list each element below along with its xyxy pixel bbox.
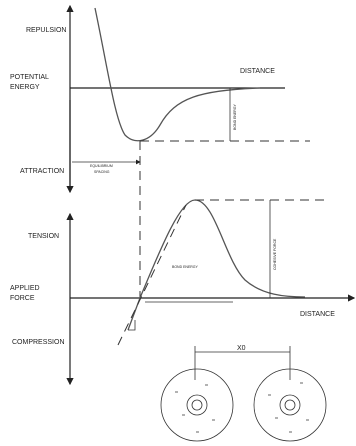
label: ATTRACTION xyxy=(20,168,64,175)
label: BOND ENERGY xyxy=(172,265,199,269)
nucleus xyxy=(280,395,300,415)
label: COHESIVE FORCE xyxy=(273,238,277,270)
label: APPLIED xyxy=(10,285,40,292)
atoms: X0 xyxy=(161,345,326,441)
label: REPULSION xyxy=(26,27,66,34)
nucleus xyxy=(192,400,202,410)
nucleus xyxy=(285,400,295,410)
label: DISTANCE xyxy=(300,311,335,318)
top-graph: REPULSION POTENTIAL ENERGY DISTANCE BOND… xyxy=(10,6,310,300)
label: ENERGY xyxy=(10,84,40,91)
bottom-graph: TENSION APPLIED FORCE COHESIVE FORCE BON… xyxy=(10,200,354,384)
tangent-line xyxy=(118,205,186,345)
label: DISTANCE xyxy=(240,68,275,75)
label: TENSION xyxy=(28,233,59,240)
label: SPACING xyxy=(94,170,110,174)
electrons xyxy=(175,383,309,432)
label: FORCE xyxy=(10,295,35,302)
label: X0 xyxy=(237,345,246,352)
label: COMPRESSION xyxy=(12,339,65,346)
label: BOND ENERGY xyxy=(233,103,237,130)
label: POTENTIAL xyxy=(10,74,49,81)
nucleus xyxy=(187,395,207,415)
force-curve xyxy=(128,200,305,330)
atom xyxy=(161,369,233,441)
label: EQUILIBRIUM xyxy=(90,164,113,168)
diagram: REPULSION POTENTIAL ENERGY DISTANCE BOND… xyxy=(0,0,356,446)
